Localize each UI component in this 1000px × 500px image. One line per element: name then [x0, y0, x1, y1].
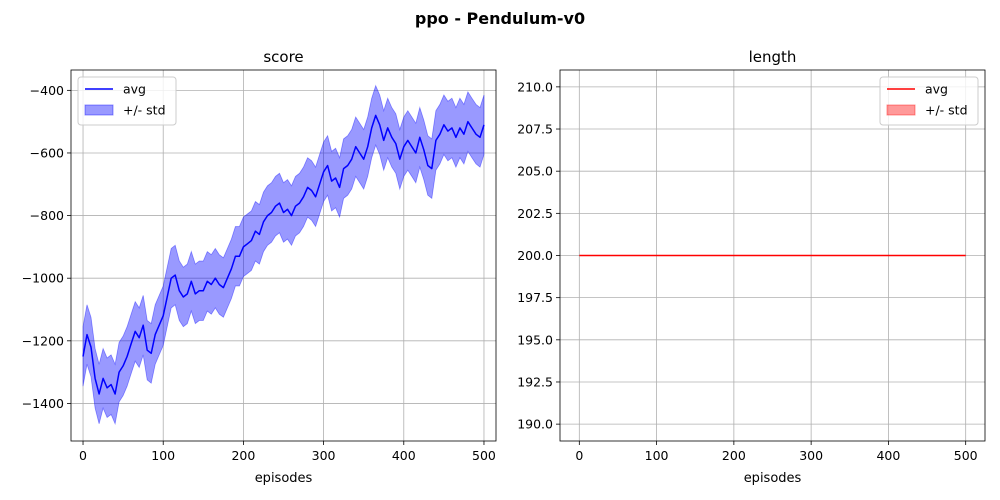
score-axes-frame [70, 69, 497, 442]
length-y-ticks: 190.0 192.5 195.0 197.5 200.0 202.5 205.0 207.5… [517, 79, 560, 432]
score-legend-std-label: +/- std [123, 103, 166, 118]
x-tick-label: 200 [722, 448, 746, 463]
x-tick-label: 100 [645, 448, 669, 463]
y-tick-label: 207.5 [517, 122, 553, 137]
score-std-band [82, 84, 485, 426]
length-title: length [749, 48, 797, 66]
score-avg-line [82, 114, 485, 395]
x-tick-label: 500 [472, 448, 496, 463]
y-tick-label: 200.0 [517, 248, 553, 263]
y-tick-label: −600 [30, 145, 64, 160]
x-tick-label: 0 [79, 448, 87, 463]
score-grid [71, 70, 496, 441]
y-tick-label: 192.5 [517, 374, 553, 389]
y-tick-label: 195.0 [517, 332, 553, 347]
length-x-label: episodes [744, 471, 802, 486]
x-tick-label: 400 [876, 448, 900, 463]
x-tick-label: 100 [151, 448, 175, 463]
length-panel: 0 100 200 300 400 500 190.0 192.5 195.0 197.5 200… [517, 48, 986, 486]
score-legend-avg-label: avg [123, 82, 146, 97]
length-legend: avg +/- std [879, 76, 979, 126]
x-tick-label: 400 [392, 448, 416, 463]
score-legend-std-swatch [84, 104, 114, 116]
score-panel: 0 100 200 300 400 500 −1400 −1200 −1000 −800 −600… [22, 48, 497, 486]
y-tick-label: −400 [30, 83, 64, 98]
x-tick-label: 300 [799, 448, 823, 463]
x-tick-label: 300 [312, 448, 336, 463]
figure-title: ppo - Pendulum-v0 [415, 9, 585, 28]
y-tick-label: −1000 [22, 271, 64, 286]
y-tick-label: −1400 [22, 396, 64, 411]
length-legend-avg-label: avg [925, 82, 948, 97]
score-title: score [263, 48, 303, 66]
score-legend: avg +/- std [77, 76, 177, 126]
score-x-label: episodes [255, 471, 313, 486]
y-tick-label: −800 [30, 208, 64, 223]
y-tick-label: 190.0 [517, 417, 553, 432]
length-legend-std-swatch [886, 104, 916, 116]
y-tick-label: 205.0 [517, 164, 553, 179]
x-tick-label: 200 [231, 448, 255, 463]
length-x-ticks: 0 100 200 300 400 500 [575, 441, 978, 463]
x-tick-label: 0 [575, 448, 583, 463]
x-tick-label: 500 [954, 448, 978, 463]
score-x-ticks: 0 100 200 300 400 500 [79, 441, 496, 463]
y-tick-label: 197.5 [517, 290, 553, 305]
y-tick-label: 202.5 [517, 206, 553, 221]
score-y-ticks: −1400 −1200 −1000 −800 −600 −400 [22, 83, 71, 411]
y-tick-label: 210.0 [517, 79, 553, 94]
y-tick-label: −1200 [22, 333, 64, 348]
length-legend-std-label: +/- std [925, 103, 968, 118]
